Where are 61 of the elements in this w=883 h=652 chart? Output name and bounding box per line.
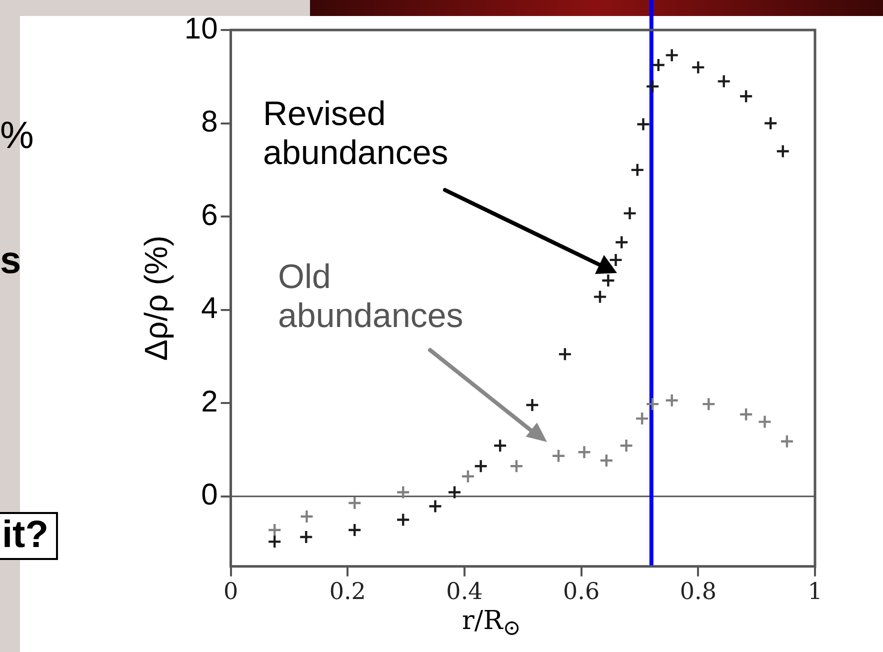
- point: [702, 396, 716, 412]
- point: [630, 162, 644, 178]
- point: [645, 79, 660, 94]
- text: %: [0, 115, 34, 159]
- point: [509, 459, 524, 474]
- point: [608, 252, 623, 268]
- x-axis-title: r/R$_{⊙}$: [462, 606, 521, 642]
- point: [299, 530, 314, 544]
- y-tick-label: 4: [201, 292, 218, 326]
- x-tick-label: 0: [223, 579, 238, 606]
- point: [428, 499, 442, 514]
- point: [348, 522, 362, 538]
- point: [776, 144, 790, 158]
- point: [738, 89, 754, 104]
- x-tick-label: 0.4: [446, 579, 483, 606]
- point: [664, 48, 679, 62]
- point: [525, 398, 540, 412]
- point: [691, 60, 706, 74]
- point: [348, 496, 362, 510]
- point: [267, 522, 282, 538]
- point: [592, 290, 608, 304]
- point: [396, 512, 410, 527]
- y-tick-label: 2: [201, 385, 218, 418]
- y-axis-title: Δρ/ρ (%): [138, 236, 174, 361]
- point: [651, 58, 666, 72]
- point: [780, 434, 794, 448]
- point: [622, 206, 637, 220]
- point: [738, 407, 754, 422]
- annotation: Old abundances: [278, 258, 464, 336]
- point: [758, 414, 772, 429]
- point: [493, 438, 508, 453]
- point: [447, 485, 462, 500]
- x-tick-label: 0.8: [680, 579, 716, 606]
- point: [614, 235, 629, 250]
- point: [551, 448, 566, 463]
- text: it?: [0, 512, 58, 560]
- point: [619, 438, 634, 453]
- point: [267, 534, 282, 549]
- point: [636, 117, 650, 132]
- point: [634, 411, 650, 426]
- point: [601, 273, 616, 288]
- point: [396, 485, 410, 500]
- point: [460, 469, 476, 484]
- point: [664, 393, 679, 408]
- x-tick-label: 0.6: [563, 579, 600, 606]
- point: [300, 509, 314, 524]
- y-tick-label: 10: [184, 12, 218, 46]
- point: [716, 74, 731, 88]
- text: s: [0, 240, 22, 284]
- annotation: Revised abundances: [263, 95, 450, 174]
- y-tick-label: 6: [201, 198, 218, 232]
- y-tick-label: 8: [201, 106, 218, 139]
- point: [577, 445, 592, 460]
- point: [764, 116, 778, 130]
- point: [645, 396, 660, 412]
- point: [599, 453, 614, 468]
- point: [558, 347, 572, 362]
- x-tick-label: 0.2: [329, 579, 366, 606]
- point: [474, 459, 488, 474]
- x-tick-label: 1: [808, 579, 822, 606]
- y-tick-label: 0: [201, 478, 218, 512]
